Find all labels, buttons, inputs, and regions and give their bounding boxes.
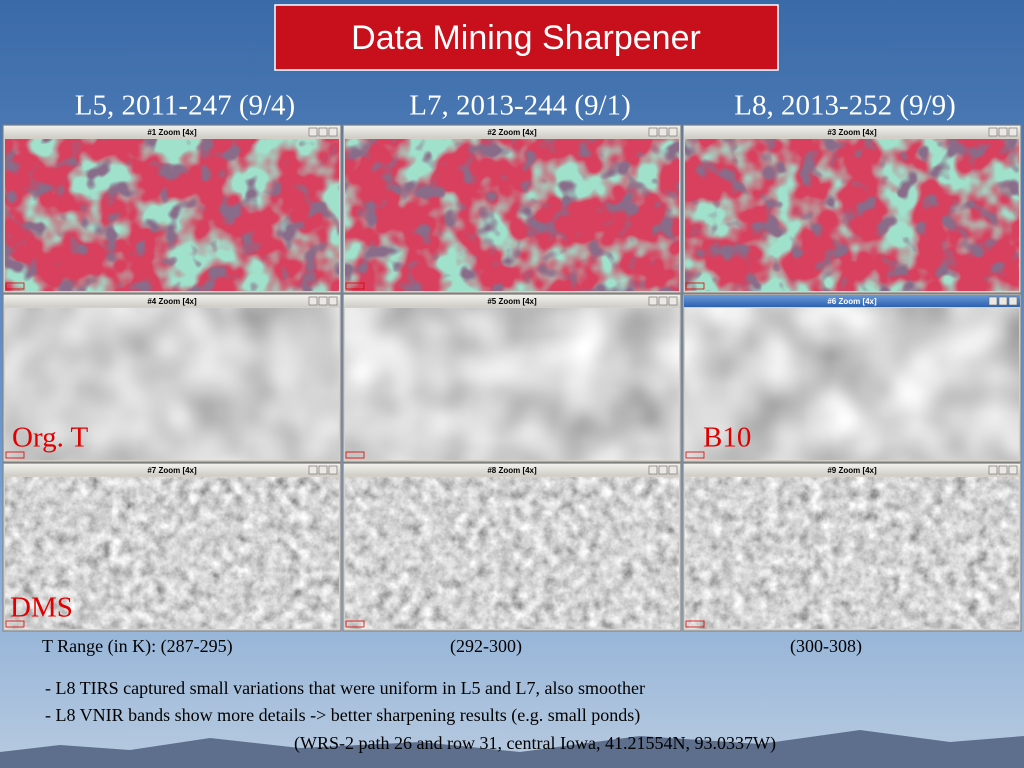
title-bar: [684, 295, 1020, 307]
window-button[interactable]: [658, 296, 668, 306]
window-button[interactable]: [998, 465, 1008, 475]
window-grid: #1 Zoom [4x] #2 Zoom [4x] #3 Zoom [4x] #4 Z…: [2, 124, 1022, 632]
window-title: #8 Zoom [4x]: [487, 466, 537, 475]
window-button[interactable]: [648, 127, 658, 137]
window-title: #7 Zoom [4x]: [147, 466, 197, 475]
window-title: #6 Zoom [4x]: [827, 297, 877, 306]
window-icon: [5, 620, 25, 628]
title-bar: [344, 295, 680, 307]
window-icon: [685, 451, 705, 459]
window-button[interactable]: [988, 127, 998, 137]
zoom-window: #9 Zoom [4x]: [682, 462, 1022, 632]
zoom-window: #7 Zoom [4x]: [2, 462, 342, 632]
window-button[interactable]: [308, 127, 318, 137]
window-button[interactable]: [668, 127, 678, 137]
column-header: L8, 2013-252 (9/9): [734, 90, 956, 122]
window-title: #9 Zoom [4x]: [827, 466, 877, 475]
window-button[interactable]: [658, 465, 668, 475]
window-title: #3 Zoom [4x]: [827, 128, 877, 137]
mountains: [0, 730, 1024, 768]
t-range: (300-308): [790, 636, 862, 657]
zoom-window: #1 Zoom [4x]: [2, 124, 342, 294]
window-button[interactable]: [998, 127, 1008, 137]
note: - L8 VNIR bands show more details -> bet…: [45, 705, 640, 726]
column-header: L7, 2013-244 (9/1): [409, 90, 631, 122]
window-icon: [5, 451, 25, 459]
overlay-label: DMS: [10, 592, 73, 624]
window-title: #1 Zoom [4x]: [147, 128, 197, 137]
window-button[interactable]: [308, 465, 318, 475]
window-icon: [685, 282, 705, 290]
window-button[interactable]: [988, 296, 998, 306]
t-range: T Range (in K): (287-295): [42, 636, 233, 657]
window-button[interactable]: [988, 465, 998, 475]
zoom-window: #5 Zoom [4x]: [342, 293, 682, 463]
window-button[interactable]: [668, 465, 678, 475]
column-header: L5, 2011-247 (9/4): [75, 90, 295, 122]
footnote: (WRS-2 path 26 and row 31, central Iowa,…: [294, 733, 776, 754]
image-channels: [685, 139, 1019, 291]
window-button[interactable]: [648, 296, 658, 306]
title-bar: [684, 464, 1020, 476]
window-button[interactable]: [998, 296, 1008, 306]
window-button[interactable]: [328, 127, 338, 137]
image-gray: [5, 308, 339, 460]
window-button[interactable]: [668, 296, 678, 306]
image-gray: [685, 308, 1019, 460]
window-icon: [685, 620, 705, 628]
window-button[interactable]: [658, 127, 668, 137]
overlay-label: Org. T: [12, 422, 89, 454]
zoom-window: #2 Zoom [4x]: [342, 124, 682, 294]
window-title: #4 Zoom [4x]: [147, 297, 197, 306]
zoom-window: #8 Zoom [4x]: [342, 462, 682, 632]
window-button[interactable]: [308, 296, 318, 306]
note: - L8 TIRS captured small variations that…: [45, 678, 645, 698]
window-button[interactable]: [328, 465, 338, 475]
window-button[interactable]: [318, 296, 328, 306]
title-box: [274, 4, 779, 71]
image-gray: [345, 308, 679, 460]
zoom-window: #3 Zoom [4x]: [682, 124, 1022, 294]
window-icon: [345, 620, 365, 628]
title-bar: [684, 126, 1020, 138]
window-button[interactable]: [318, 127, 328, 137]
title-bar: [4, 464, 340, 476]
window-button[interactable]: [648, 465, 658, 475]
window-button[interactable]: [1008, 127, 1018, 137]
image-gray: [5, 477, 339, 629]
overlay-label: B10: [703, 422, 751, 454]
title-bar: [4, 295, 340, 307]
window-button[interactable]: [328, 296, 338, 306]
window-title: #5 Zoom [4x]: [487, 297, 537, 306]
image-gray: [685, 477, 1019, 629]
t-range: (292-300): [450, 636, 522, 657]
title-bar: [344, 126, 680, 138]
title-bar: [4, 126, 340, 138]
window-button[interactable]: [1008, 465, 1018, 475]
title-bar: [344, 464, 680, 476]
image-channels: [345, 139, 679, 291]
window-icon: [345, 451, 365, 459]
zoom-window: #4 Zoom [4x]: [2, 293, 342, 463]
image-gray: [345, 477, 679, 629]
window-button[interactable]: [318, 465, 328, 475]
window-icon: [5, 282, 25, 290]
window-icon: [345, 282, 365, 290]
image-channels: [5, 139, 339, 291]
title: Data Mining Sharpener: [351, 19, 701, 57]
window-button[interactable]: [1008, 296, 1018, 306]
window-title: #2 Zoom [4x]: [487, 128, 537, 137]
zoom-window: #6 Zoom [4x]: [682, 293, 1022, 463]
